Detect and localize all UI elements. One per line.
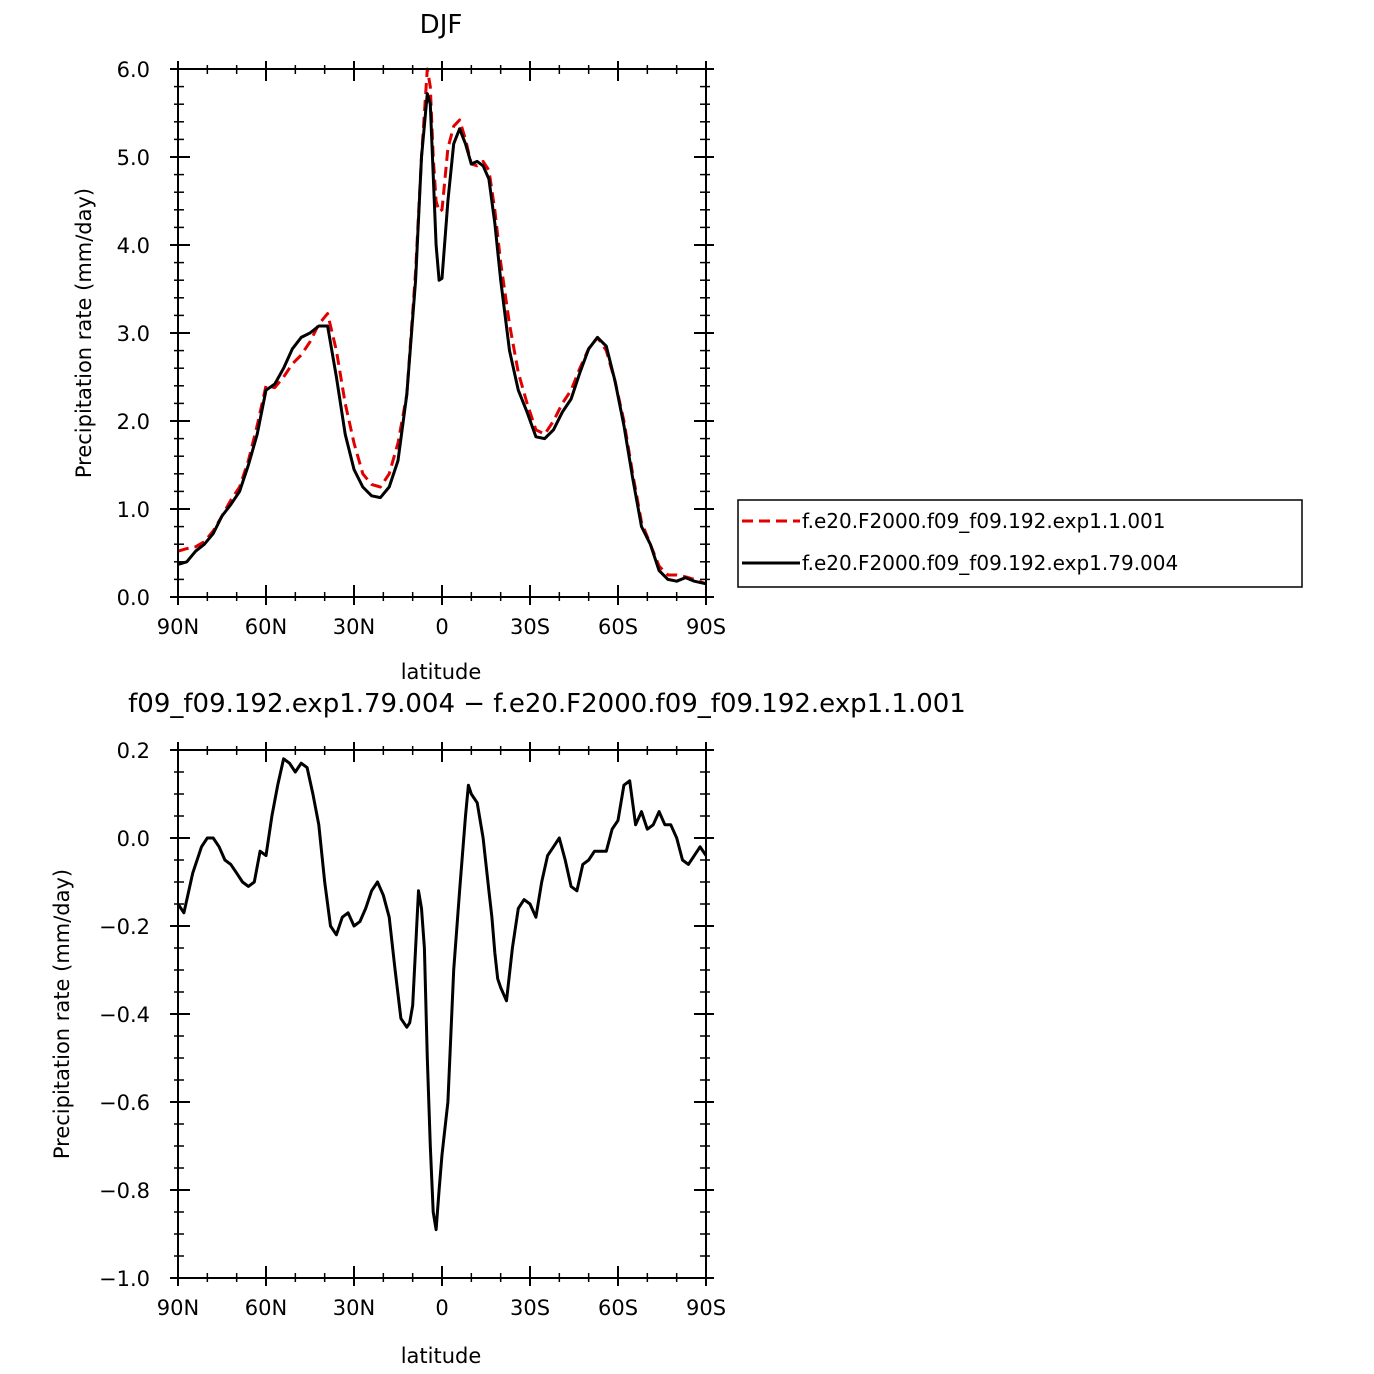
top-panel: DJF 90N 60N 30N 0 30S 60S 90S 0.0 1.0 2.0 3.0 4.0 5.…: [72, 10, 1303, 684]
top-x-tick-label: 90N: [157, 615, 199, 639]
bottom-series-line-1: [176, 757, 708, 1232]
top-x-tick-label: 60N: [245, 615, 287, 639]
bottom-y-tick-label: 0.0: [117, 827, 150, 851]
bottom-plot-area: 90N 60N 30N 0 30S 60S 90S −1.0 −0.8 −0.6 −0.4 −0.2 0…: [99, 739, 726, 1320]
top-y-tick-label: 3.0: [117, 322, 150, 346]
top-y-tick-label: 2.0: [117, 410, 150, 434]
top-x-tick-label: 90S: [686, 615, 726, 639]
bottom-x-tick-label: 30N: [333, 1296, 375, 1320]
top-x-tick-label: 30N: [333, 615, 375, 639]
legend-label-series-2: f.e20.F2000.f09_f09.192.exp1.79.004: [802, 551, 1178, 575]
top-x-tick-label: 0: [435, 615, 448, 639]
bottom-y-tick-label: 0.2: [117, 739, 150, 763]
top-y-tick-label: 0.0: [117, 586, 150, 610]
bottom-plot-frame: [177, 749, 707, 1279]
top-series-line-1: [177, 67, 707, 586]
top-y-tick-label: 4.0: [117, 234, 150, 258]
bottom-y-tick-label: −0.2: [99, 915, 150, 939]
legend-box: [737, 499, 1303, 588]
bottom-x-tick-label: 0: [435, 1296, 448, 1320]
top-plot-frame: [177, 68, 707, 598]
top-legend: f.e20.F2000.f09_f09.192.exp1.1.001 f.e20…: [737, 499, 1303, 588]
top-chart-title: DJF: [420, 10, 463, 40]
top-y-tick-label: 5.0: [117, 146, 150, 170]
bottom-x-tick-label: 90S: [686, 1296, 726, 1320]
bottom-y-tick-label: −0.6: [99, 1091, 150, 1115]
top-series-line-2: [177, 92, 707, 586]
top-y-axis-label: Precipitation rate (mm/day): [72, 188, 96, 478]
legend-label-series-1: f.e20.F2000.f09_f09.192.exp1.1.001: [802, 509, 1166, 533]
top-x-axis-label: latitude: [401, 660, 482, 684]
bottom-y-tick-label: −1.0: [99, 1267, 150, 1291]
bottom-chart-title: f09_f09.192.exp1.79.004 − f.e20.F2000.f0…: [128, 689, 966, 719]
bottom-x-axis-label: latitude: [401, 1344, 482, 1368]
bottom-y-tick-label: −0.4: [99, 1003, 150, 1027]
top-x-tick-label: 30S: [510, 615, 550, 639]
bottom-y-axis-label: Precipitation rate (mm/day): [50, 869, 74, 1159]
top-plot-area: 90N 60N 30N 0 30S 60S 90S 0.0 1.0 2.0 3.0 4.0 5.0 6.0: [117, 58, 726, 639]
bottom-x-tick-label: 30S: [510, 1296, 550, 1320]
bottom-panel: f09_f09.192.exp1.79.004 − f.e20.F2000.f0…: [50, 689, 966, 1368]
bottom-x-tick-label: 90N: [157, 1296, 199, 1320]
bottom-y-tick-label: −0.8: [99, 1179, 150, 1203]
bottom-x-tick-label: 60S: [598, 1296, 638, 1320]
top-y-tick-label: 1.0: [117, 498, 150, 522]
bottom-x-tick-label: 60N: [245, 1296, 287, 1320]
top-y-tick-label: 6.0: [117, 58, 150, 82]
top-x-tick-label: 60S: [598, 615, 638, 639]
